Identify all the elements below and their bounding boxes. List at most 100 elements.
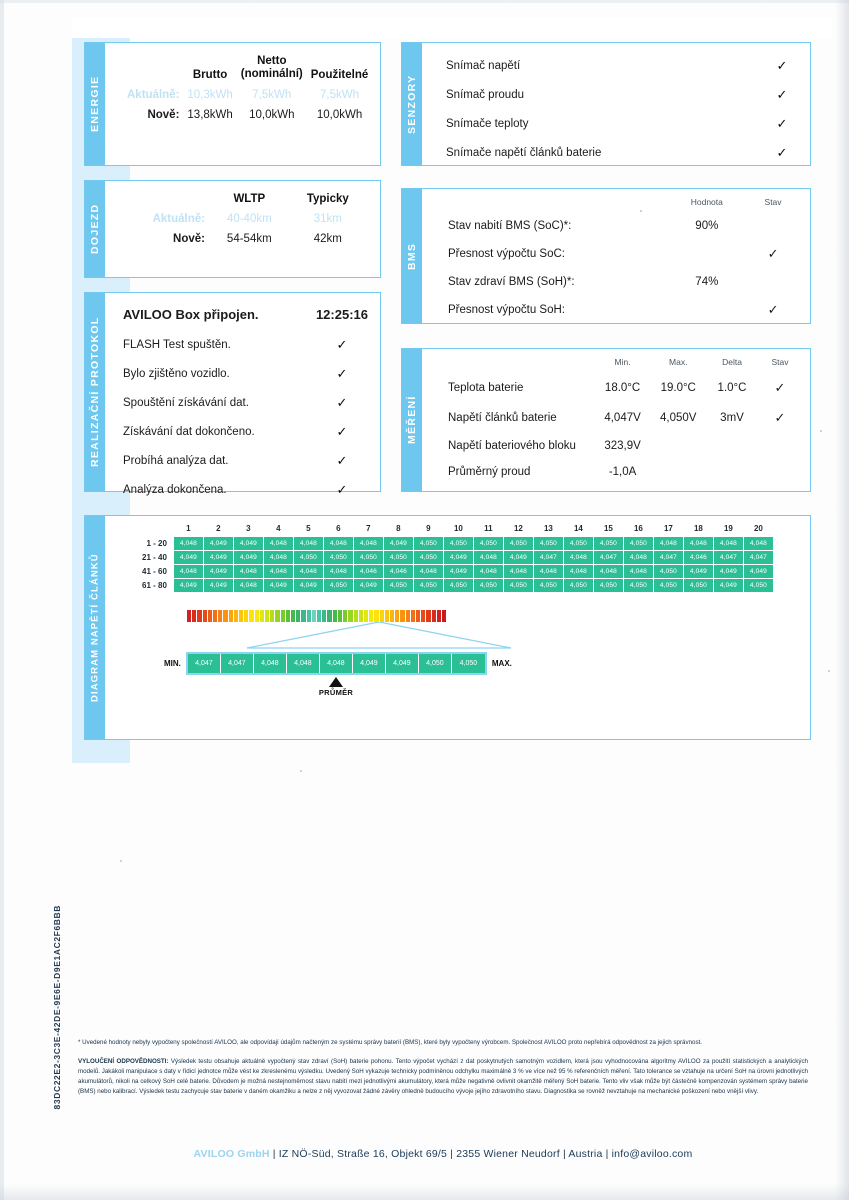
check-icon: ✓ — [336, 453, 348, 468]
funnel-lines-icon — [246, 621, 512, 649]
cv-cell: 4,050 — [742, 578, 774, 593]
cv-cell: 4,049 — [442, 550, 474, 565]
scan-speck — [828, 670, 830, 672]
mereni-row-3-delta — [706, 459, 758, 485]
check-icon: ✓ — [774, 410, 786, 425]
table-row: Aktuálně: 10,3kWh 7,5kWh 7,5kWh — [123, 85, 372, 105]
cv-cell: 4,050 — [412, 536, 444, 551]
gradient-segment — [343, 610, 349, 622]
cv-cell: 4,050 — [592, 578, 624, 593]
cv-col-header-20: 20 — [753, 524, 763, 533]
mereni-row-0-max: 19.0°C — [660, 382, 696, 394]
gradient-segment — [249, 610, 255, 622]
mereni-row-3-max — [650, 459, 706, 485]
scan-speck — [300, 770, 302, 772]
table-row: Přesnost výpočtu SoH: ✓ — [444, 295, 800, 325]
gradient-segment — [369, 610, 375, 622]
gradient-segment — [317, 610, 323, 622]
minmax-cell: 4,048 — [286, 654, 320, 673]
cv-col-header-19: 19 — [723, 524, 733, 533]
table-row: 21 - 40 4,049 4,049 4,049 4,048 4,050 4,050 4,0… — [141, 550, 774, 565]
bms-row-1-label: Přesnost výpočtu SoC: — [448, 248, 565, 260]
disclaimer-body: Výsledek testu obsahuje aktuálně vypočte… — [78, 1058, 808, 1096]
footer-notes: * Uvedené hodnoty nebyly vypočteny spole… — [78, 1038, 808, 1106]
cv-cell: 4,049 — [202, 564, 234, 579]
cv-cell: 4,049 — [202, 550, 234, 565]
protokol-time: 12:25:16 — [315, 306, 368, 322]
page-edge-right — [835, 0, 849, 1200]
minmax-cell: 4,047 — [220, 654, 254, 673]
protokol-header-row: AVILOO Box připojen. 12:25:16 — [121, 300, 370, 331]
gradient-segment — [348, 610, 354, 622]
cv-cell: 4,048 — [502, 564, 534, 579]
mereni-row-0-min: 18.0°C — [604, 382, 641, 394]
check-icon — [758, 459, 802, 485]
cv-cell: 4,049 — [712, 564, 744, 579]
cv-cell: 4,050 — [562, 536, 594, 551]
mereni-corner — [444, 355, 595, 373]
bms-row-2-value: 74% — [695, 276, 719, 288]
cv-cell: 4,048 — [562, 564, 594, 579]
gradient-segment — [239, 610, 245, 622]
energie-row0-label: Aktuálně: — [127, 89, 180, 102]
cv-cell: 4,048 — [742, 536, 774, 551]
min-label: MIN. — [164, 659, 181, 668]
bms-row-1-value — [668, 239, 747, 269]
cv-cell: 4,050 — [472, 578, 504, 593]
energie-row0-pouzitelne: 7,5kWh — [320, 89, 360, 102]
mereni-col-max: Max. — [669, 357, 688, 367]
energie-head-pouzitelne: Použitelné — [310, 69, 369, 82]
cv-cell: 4,050 — [322, 550, 354, 565]
cv-row-label-1: 21 - 40 — [142, 553, 167, 562]
dojezd-header-row: WLTP Typicky — [123, 189, 366, 209]
cv-cell: 4,048 — [472, 550, 504, 565]
funnel-connector — [169, 621, 589, 652]
average-label: PRŮMĚR — [318, 688, 354, 697]
cv-cell: 4,048 — [262, 536, 294, 551]
check-icon: ✓ — [776, 57, 788, 73]
cv-cell: 4,050 — [622, 578, 654, 593]
cv-cell: 4,048 — [532, 564, 564, 579]
cv-cell: 4,049 — [262, 578, 294, 593]
card-dojezd-body: WLTP Typicky Aktuálně: 40-40km 31km Nově… — [105, 181, 380, 277]
mereni-col-stav: Stav — [771, 357, 789, 367]
cv-col-header-5: 5 — [306, 524, 311, 533]
protokol-item-3-label: Získávání dat dokončeno. — [123, 426, 255, 438]
cv-cell: 4,050 — [592, 536, 624, 551]
gradient-segment — [426, 610, 432, 622]
senzory-list: Snímač napětí ✓ Snímač proudu ✓ Snímače … — [444, 51, 800, 167]
list-item: FLASH Test spuštěn. ✓ — [121, 331, 370, 360]
check-icon: ✓ — [774, 380, 786, 395]
bms-table: Hodnota Stav Stav nabití BMS (SoC)*: 90%… — [444, 195, 800, 325]
average-marker: PRŮMĚR — [291, 677, 381, 697]
mereni-table: Min. Max. Delta Stav Teplota baterie 18.… — [444, 355, 802, 485]
cv-cell: 4,050 — [382, 578, 414, 593]
cv-col-header-13: 13 — [543, 524, 553, 533]
cv-col-header-9: 9 — [426, 524, 431, 533]
gradient-segment — [285, 610, 292, 622]
decorative-white-strip — [72, 18, 832, 38]
gradient-segment — [259, 610, 266, 622]
cv-row-label-3: 61 - 80 — [142, 581, 167, 590]
bms-row-2-label: Stav zdraví BMS (SoH)*: — [448, 276, 575, 288]
cv-col-header-4: 4 — [276, 524, 281, 533]
gradient-segment — [275, 610, 281, 622]
energie-head-brutto: Brutto — [192, 69, 228, 82]
document-id: 83DC22E2-3C3E-42DE-9E6E-D9E1AC2F6BBB — [52, 905, 62, 1110]
card-mereni-body: Min. Max. Delta Stav Teplota baterie 18.… — [422, 349, 810, 491]
table-row: Nově: 13,8kWh 10,0kWh 10,0kWh — [123, 105, 372, 125]
gradient-segment — [410, 610, 416, 622]
cv-cell: 4,048 — [322, 564, 354, 579]
gradient-segment — [207, 610, 214, 622]
gradient-segment — [431, 610, 437, 622]
dojezd-head-wltp: WLTP — [233, 193, 266, 205]
list-item: Získávání dat dokončeno. ✓ — [121, 418, 370, 447]
cv-col-header-12: 12 — [513, 524, 523, 533]
gradient-segment — [233, 610, 240, 622]
cell-voltage-table: 1 2 3 4 5 6 7 8 9 10 11 12 13 14 15 16 17 18 19 20 1 - 20 4,0… — [141, 524, 774, 593]
cv-cell: 4,050 — [652, 564, 684, 579]
dojezd-row0-typicky: 31km — [313, 213, 342, 225]
gradient-segment — [421, 610, 427, 622]
cv-cell: 4,050 — [502, 578, 534, 593]
card-bms: BMS Hodnota Stav Stav nabití BMS (SoC)*:… — [401, 188, 811, 324]
